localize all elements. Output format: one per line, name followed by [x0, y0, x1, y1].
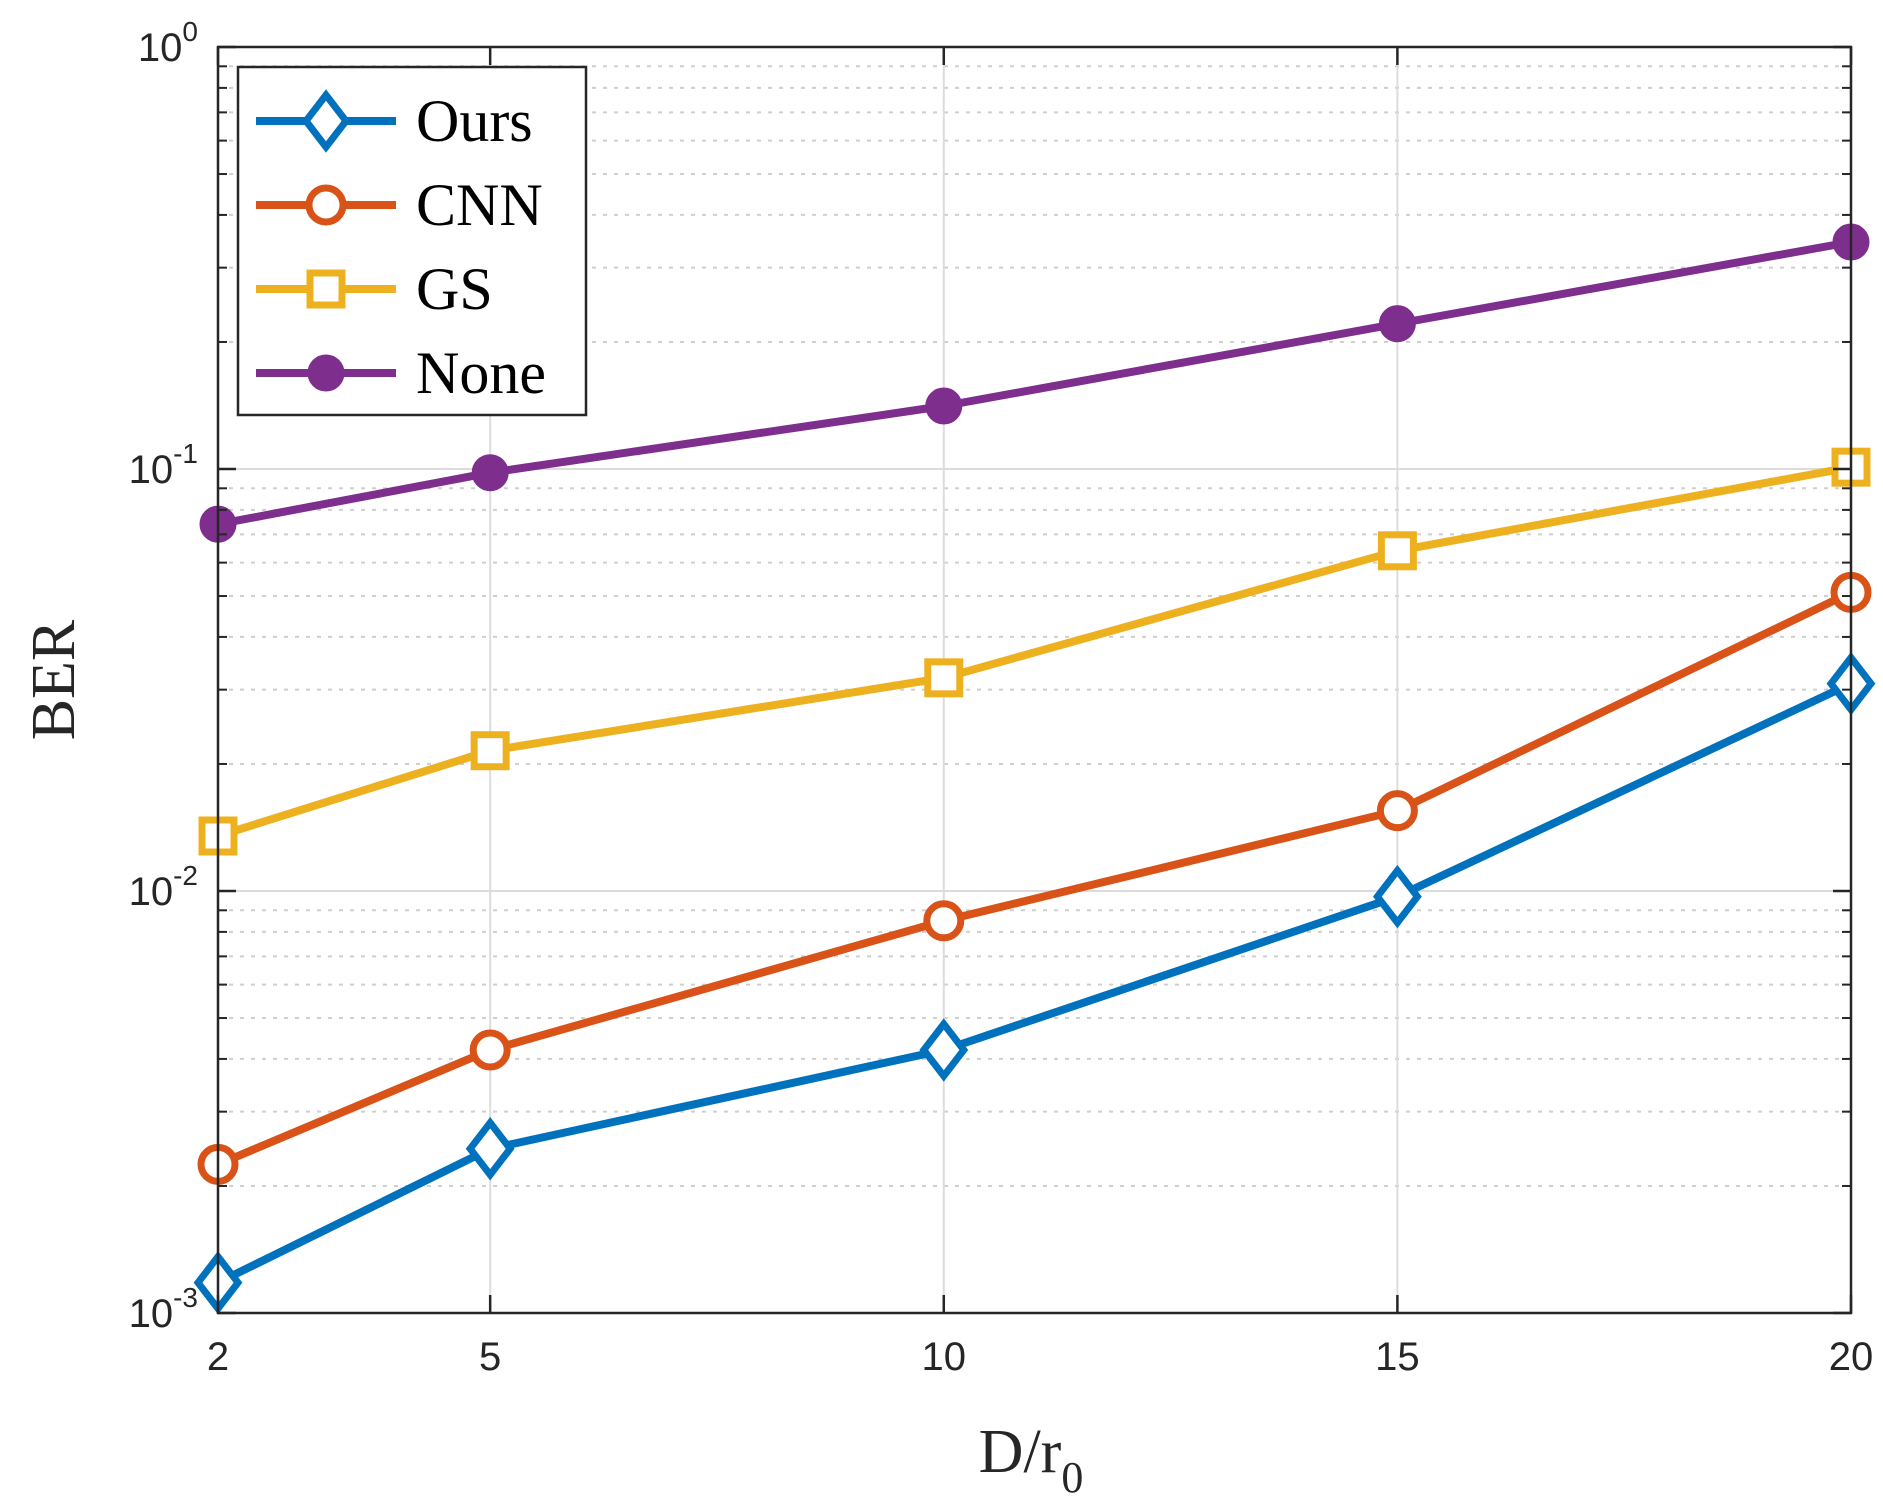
- data-point-gs: [924, 658, 964, 698]
- legend-marker-gs: [306, 269, 346, 309]
- x-tick-label: 10: [922, 1335, 967, 1379]
- legend: Ours CNN GS None: [236, 65, 588, 417]
- data-point-none: [925, 387, 963, 425]
- x-axis-label-subscript: 0: [1061, 1453, 1083, 1502]
- y-tick-label-base: 10: [129, 448, 174, 492]
- y-tick-label-base: 10: [138, 26, 183, 70]
- legend-label-cnn: CNN: [416, 172, 543, 238]
- minor-grid: [218, 65, 1851, 1187]
- x-tick-labels: 2 5 10 15 20: [207, 1335, 1873, 1379]
- y-tick-label-base: 10: [129, 870, 174, 914]
- legend-item-ours: Ours: [256, 88, 533, 154]
- y-tick-label: 10-1: [129, 438, 198, 492]
- legend-marker-cnn: [305, 184, 347, 226]
- legend-item-none: None: [256, 340, 546, 406]
- legend-label-none: None: [416, 340, 546, 406]
- legend-marker-ours: [301, 89, 351, 153]
- y-tick-label-exponent: -2: [173, 860, 198, 891]
- x-axis-label: D/r0: [979, 1418, 1084, 1502]
- ticks: [216, 45, 1853, 1315]
- y-axis-label: BER: [20, 619, 88, 740]
- y-tick-label-exponent: 0: [182, 16, 198, 47]
- legend-item-gs: GS: [256, 256, 493, 322]
- data-point-gs: [1377, 531, 1417, 571]
- x-tick-label: 15: [1375, 1335, 1420, 1379]
- data-point-cnn: [923, 900, 965, 942]
- data-point-ours: [465, 1117, 515, 1181]
- series-cnn: [197, 571, 1872, 1185]
- legend-item-cnn: CNN: [256, 172, 543, 238]
- x-tick-label: 2: [207, 1335, 229, 1379]
- data-point-gs: [470, 731, 510, 771]
- legend-label-gs: GS: [416, 256, 493, 322]
- data-point-ours: [919, 1018, 969, 1082]
- x-axis-label-main: D/r: [979, 1418, 1062, 1486]
- y-tick-label-exponent: -3: [173, 1282, 198, 1313]
- y-tick-label: 100: [138, 16, 198, 70]
- y-tick-label: 10-3: [129, 1282, 198, 1336]
- y-tick-label: 10-2: [129, 860, 198, 914]
- y-tick-label-base: 10: [129, 1292, 174, 1336]
- axes-box: [216, 45, 1853, 1315]
- data-point-cnn: [469, 1029, 511, 1071]
- legend-marker-none: [307, 354, 345, 392]
- y-tick-label-exponent: -1: [173, 438, 198, 469]
- data-point-ours: [1372, 864, 1422, 929]
- x-tick-label: 20: [1829, 1335, 1874, 1379]
- data-point-none: [1378, 305, 1416, 343]
- data-point-cnn: [1376, 790, 1418, 832]
- x-tick-label: 5: [479, 1335, 501, 1379]
- data-point-none: [471, 454, 509, 492]
- legend-label-ours: Ours: [416, 88, 533, 154]
